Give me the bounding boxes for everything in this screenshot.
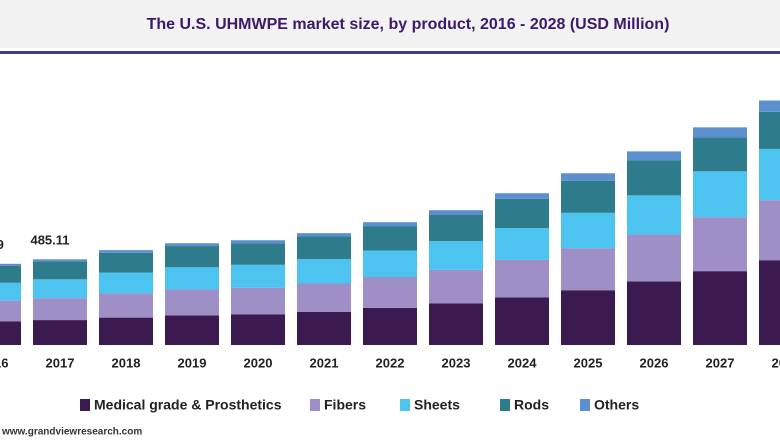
- source: www.grandviewresearch.com: [1, 427, 142, 438]
- x-tick-label: 2019: [178, 355, 207, 370]
- legend-label: Sheets: [414, 397, 460, 413]
- x-tick-label: 2020: [244, 355, 273, 370]
- bar-segment: [33, 298, 87, 321]
- x-tick-label: 2024: [508, 355, 538, 370]
- legend-swatch: [80, 399, 90, 411]
- bar-segment: [231, 240, 285, 244]
- x-tick-label: 2025: [574, 355, 603, 370]
- bar-segment: [429, 214, 483, 242]
- plot: 2016 459.59 2017 485.11 2018 2019 2020 2021 2022…: [0, 100, 780, 370]
- bar-segment: [561, 290, 615, 345]
- bar-segment: [495, 259, 549, 298]
- bar-segment: [627, 281, 681, 345]
- bar-segment: [693, 171, 747, 218]
- chart-title: The U.S. UHMWPE market size, by product,…: [147, 16, 670, 33]
- title-rule: [0, 51, 780, 54]
- bar-segment: [693, 137, 747, 172]
- x-tick-label: 2018: [112, 355, 141, 370]
- bar-segment: [363, 276, 417, 308]
- bar-segment: [759, 111, 780, 149]
- bar-segment: [495, 228, 549, 260]
- bar-segment: [99, 250, 153, 253]
- x-tick-label: 2023: [442, 355, 471, 370]
- bar-segment: [33, 261, 87, 280]
- bar-segment: [759, 100, 780, 112]
- bar-segment: [231, 264, 285, 288]
- x-tick-label: 2017: [46, 355, 75, 370]
- bar-segment: [627, 195, 681, 235]
- bar-segment: [231, 287, 285, 315]
- legend-label: Others: [594, 397, 639, 413]
- bar-segment: [297, 259, 351, 284]
- legend-label: Rods: [514, 397, 549, 413]
- bar-segment: [693, 127, 747, 138]
- bar-segment: [693, 217, 747, 272]
- bar-segment: [99, 272, 153, 294]
- legend-swatch: [500, 399, 510, 411]
- bar-segment: [429, 210, 483, 215]
- bar-segment: [759, 200, 780, 261]
- bar-segment: [0, 265, 21, 283]
- bar-segment: [165, 289, 219, 316]
- bar-segment: [495, 297, 549, 345]
- bar-segment: [165, 246, 219, 268]
- bar-segment: [165, 267, 219, 290]
- total-label: 485.11: [30, 233, 69, 248]
- bar-segment: [0, 263, 21, 266]
- bar-segment: [627, 160, 681, 196]
- legend: Medical grade & Prosthetics Fibers Sheets R…: [80, 397, 639, 413]
- legend-swatch: [400, 399, 410, 411]
- bar-segment: [33, 320, 87, 345]
- bar-segment: [495, 193, 549, 199]
- bar-segment: [429, 241, 483, 270]
- bar-segment: [99, 317, 153, 345]
- bar-segment: [231, 243, 285, 265]
- legend-swatch: [310, 399, 320, 411]
- x-tick-label: 2016: [0, 355, 8, 370]
- bar-segment: [561, 173, 615, 181]
- bar-segment: [759, 260, 780, 345]
- bar-segment: [363, 250, 417, 277]
- bar-segment: [363, 307, 417, 345]
- x-tick-label: 2022: [376, 355, 405, 370]
- bar-segment: [33, 259, 87, 262]
- bar-segment: [495, 198, 549, 229]
- bar-segment: [297, 283, 351, 312]
- legend-label: Medical grade & Prosthetics: [94, 397, 282, 413]
- x-tick-label: 2027: [706, 355, 735, 370]
- bar-segment: [231, 314, 285, 345]
- x-tick-label: 2028: [772, 355, 780, 370]
- legend-label: Fibers: [324, 397, 366, 413]
- bar-segment: [759, 148, 780, 201]
- bar-segment: [561, 212, 615, 249]
- x-tick-label: 2026: [640, 355, 669, 370]
- bar-segment: [363, 226, 417, 251]
- bar-segment: [297, 236, 351, 260]
- bar-segment: [627, 234, 681, 282]
- bar-segment: [33, 279, 87, 299]
- bar-segment: [561, 180, 615, 213]
- bar-segment: [297, 311, 351, 345]
- bar-segment: [0, 321, 21, 345]
- title-band: [0, 0, 780, 48]
- bar-segment: [0, 300, 21, 322]
- bar-segment: [627, 151, 681, 161]
- legend-swatch: [580, 399, 590, 411]
- total-label: 459.59: [0, 237, 4, 252]
- bar-segment: [363, 222, 417, 227]
- bar-segment: [693, 271, 747, 345]
- bar-segment: [561, 248, 615, 291]
- bar-segment: [99, 293, 153, 318]
- x-tick-label: 2021: [310, 355, 339, 370]
- bar-segment: [429, 269, 483, 304]
- bar-segment: [165, 243, 219, 247]
- bar-segment: [429, 303, 483, 345]
- bar-segment: [99, 252, 153, 273]
- bar-segment: [0, 282, 21, 301]
- bar-segment: [297, 233, 351, 237]
- bar-segment: [165, 315, 219, 345]
